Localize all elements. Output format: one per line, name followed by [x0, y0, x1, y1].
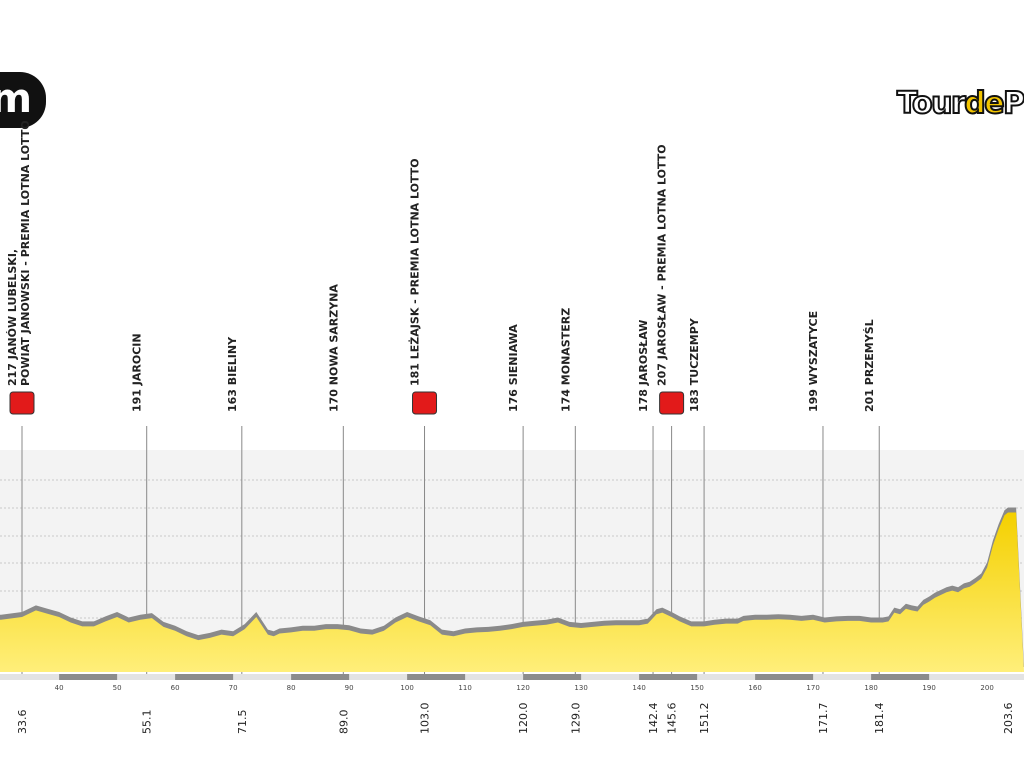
distance-label: 171.7: [817, 703, 830, 735]
km-bar-segment: [59, 674, 118, 680]
km-tick-label: 180: [864, 684, 877, 692]
logo-part-2: de: [963, 85, 1005, 122]
marker-label: 174 MONASTERZ: [559, 308, 572, 412]
km-tick-label: 160: [748, 684, 761, 692]
km-tick-label: 150: [690, 684, 703, 692]
km-bar-segment: [871, 674, 930, 680]
distance-label: 55.1: [141, 710, 154, 735]
km-tick-label: 110: [458, 684, 471, 692]
profile-area: [0, 512, 1024, 672]
marker-label: 163 BIELINY: [226, 336, 239, 412]
marker-label: 178 JAROSŁAW: [637, 320, 650, 412]
km-tick-label: 50: [113, 684, 122, 692]
km-tick-label: 80: [287, 684, 296, 692]
stage-badge: m: [0, 72, 46, 128]
km-tick-label: 70: [229, 684, 238, 692]
km-tick-label: 90: [345, 684, 354, 692]
km-tick-label: 120: [516, 684, 529, 692]
distance-label: 89.0: [337, 710, 350, 735]
km-tick-label: 200: [980, 684, 993, 692]
km-tick-label: 60: [171, 684, 180, 692]
km-bar-segment: [523, 674, 582, 680]
distance-label: 142.4: [647, 703, 660, 735]
distance-label: 71.5: [236, 710, 249, 735]
marker-label: 183 TUCZEMPY: [688, 317, 701, 412]
sprint-marker-icon: [412, 391, 438, 415]
distance-label: 33.6: [16, 710, 29, 735]
marker-label: POWIAT JANOWSKI - PREMIA LOTNA LOTTO: [19, 120, 32, 386]
sprint-marker-icon: [9, 391, 35, 415]
distance-label: 120.0: [517, 703, 530, 735]
marker-label: 217 JANÓW LUBELSKI,: [6, 249, 19, 386]
km-bar-background: [0, 674, 1024, 680]
distance-label: 181.4: [873, 703, 886, 735]
km-tick-label: 170: [806, 684, 819, 692]
logo-part-1: Tour: [896, 85, 967, 122]
marker-label: 207 JAROSŁAW - PREMIA LOTNA LOTTO: [656, 144, 669, 386]
km-tick-label: 100: [400, 684, 413, 692]
marker-labels: 217 JANÓW LUBELSKI, POWIAT JANOWSKI - PRE…: [6, 120, 876, 415]
km-bar-segment: [175, 674, 234, 680]
km-tick-label: 40: [55, 684, 64, 692]
km-bar-segment: [407, 674, 466, 680]
marker-label: 181 LEŻAJSK - PREMIA LOTNA LOTTO: [408, 158, 422, 386]
logo-part-3: P: [1002, 85, 1024, 122]
km-tick-label: 130: [574, 684, 587, 692]
sprint-marker-icon: [659, 391, 685, 415]
distance-labels: 33.6 55.1 71.5 89.0 103.0 120.0 129.0 142.4 145.…: [16, 703, 1015, 735]
marker-label: 191 JAROCIN: [131, 333, 144, 412]
distance-label: 151.2: [698, 703, 711, 735]
distance-label: 103.0: [419, 703, 432, 735]
km-bar-segment: [639, 674, 698, 680]
marker-label: 201 PRZEMYŚL: [863, 319, 876, 412]
km-scale-bar: 40 50 60 70 80 90 100 110 120 130 140 150 160 170 180 1…: [0, 674, 1024, 692]
distance-label: 129.0: [569, 703, 582, 735]
marker-label: 176 SIENIAWA: [507, 324, 520, 412]
km-bar-segment: [755, 674, 814, 680]
km-bar-segment: [291, 674, 350, 680]
km-tick-label: 190: [922, 684, 935, 692]
tour-de-pologne-logo: TourdeP: [896, 85, 1024, 122]
distance-label: 145.6: [666, 703, 679, 735]
distance-label: 203.6: [1002, 703, 1015, 735]
stage-badge-text: m: [0, 76, 32, 122]
marker-label: 199 WYSZATYCE: [807, 311, 820, 412]
km-tick-label: 140: [632, 684, 645, 692]
marker-label: 170 NOWA SARZYNA: [327, 284, 340, 412]
